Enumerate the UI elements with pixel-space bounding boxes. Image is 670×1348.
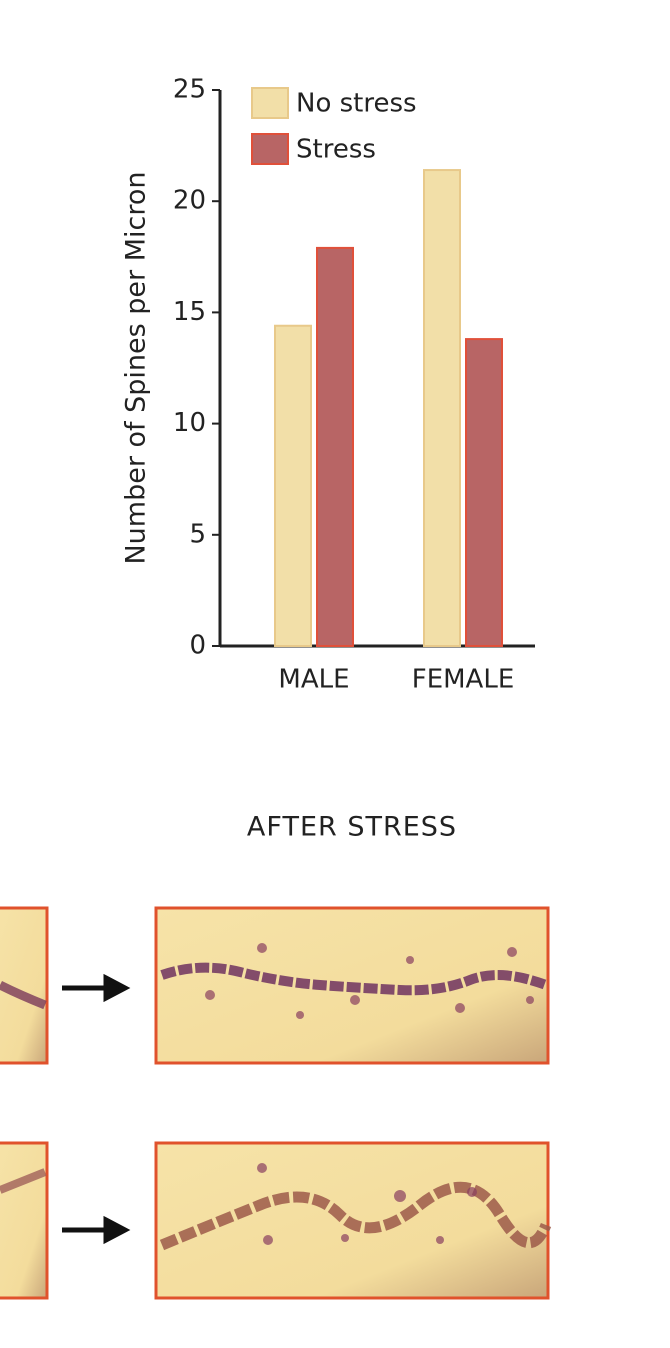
y-axis-label: Number of Spines per Micron	[121, 171, 152, 564]
bar	[423, 169, 461, 647]
bar	[465, 338, 503, 647]
legend-label: No stress	[296, 89, 417, 119]
legend-swatch	[251, 133, 289, 165]
arrow	[62, 973, 131, 1003]
bar	[274, 324, 312, 647]
micrograph	[0, 1141, 49, 1300]
dendrite	[0, 1168, 47, 1194]
legend-label: Stress	[296, 135, 376, 165]
dendrite	[159, 1181, 552, 1251]
y-tick-label: 15	[173, 297, 206, 327]
y-tick-label: 10	[173, 408, 206, 438]
dendrite	[160, 962, 548, 996]
y-tick-label: 25	[173, 75, 206, 105]
panel-title: AFTER STRESS	[247, 812, 457, 843]
spines	[205, 943, 534, 1245]
micrographs	[0, 906, 552, 1300]
legend-swatch	[251, 87, 289, 119]
dendrite	[0, 980, 47, 1010]
bar	[316, 246, 354, 648]
x-tick-label: FEMALE	[412, 665, 515, 695]
y-tick-label: 5	[189, 519, 206, 549]
arrow	[62, 1215, 131, 1245]
y-tick-label: 0	[189, 631, 206, 661]
x-tick-label: MALE	[278, 665, 349, 695]
y-tick-label: 20	[173, 186, 206, 216]
